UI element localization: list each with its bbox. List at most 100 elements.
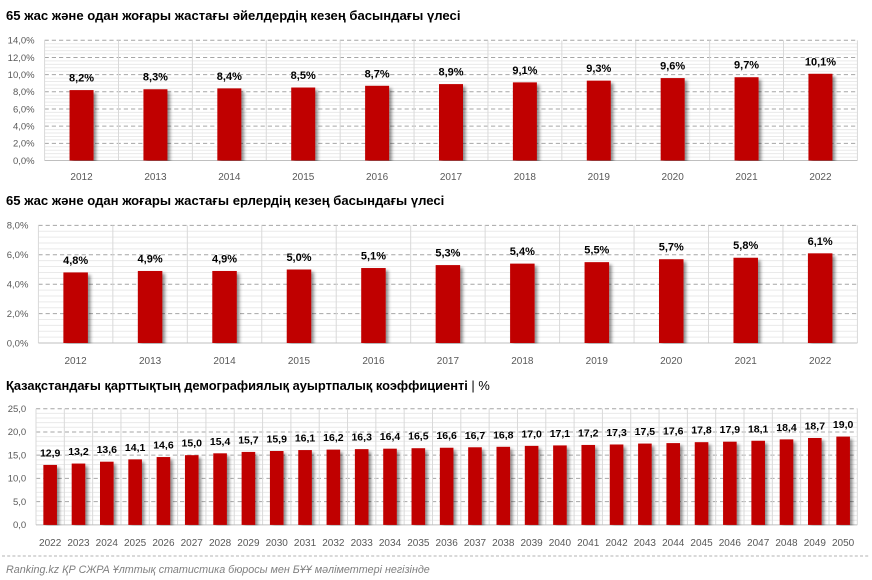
svg-text:25,0: 25,0	[8, 404, 27, 415]
svg-text:2016: 2016	[366, 172, 389, 183]
svg-text:12,9: 12,9	[40, 447, 61, 459]
svg-text:17,5: 17,5	[635, 426, 656, 438]
svg-text:Ranking.kz ҚР СЖРА Ұлттық стат: Ranking.kz ҚР СЖРА Ұлттық статистика бюр…	[6, 564, 430, 576]
svg-text:5,7%: 5,7%	[659, 242, 684, 254]
svg-text:2012: 2012	[65, 356, 88, 367]
svg-text:2046: 2046	[719, 538, 742, 549]
svg-text:2048: 2048	[775, 538, 798, 549]
svg-text:2013: 2013	[139, 356, 162, 367]
svg-text:16,5: 16,5	[408, 431, 429, 443]
svg-text:2042: 2042	[605, 538, 628, 549]
svg-text:5,3%: 5,3%	[435, 248, 460, 260]
svg-text:2013: 2013	[144, 172, 167, 183]
svg-text:15,0: 15,0	[182, 438, 203, 450]
svg-text:2019: 2019	[588, 172, 611, 183]
svg-text:8,2%: 8,2%	[69, 73, 94, 85]
svg-text:Қазақстандағы қарттықтың демог: Қазақстандағы қарттықтың демографиялық а…	[6, 378, 490, 393]
svg-text:14,1: 14,1	[125, 442, 146, 454]
svg-text:5,8%: 5,8%	[733, 240, 758, 252]
svg-text:5,5%: 5,5%	[584, 245, 609, 257]
svg-text:16,3: 16,3	[351, 432, 372, 444]
svg-text:8,0%: 8,0%	[7, 221, 29, 232]
svg-text:15,4: 15,4	[210, 436, 231, 448]
svg-text:17,8: 17,8	[691, 425, 712, 437]
svg-text:2021: 2021	[735, 356, 758, 367]
svg-text:2037: 2037	[464, 538, 487, 549]
svg-text:10,0: 10,0	[8, 474, 27, 485]
svg-text:2018: 2018	[514, 172, 537, 183]
svg-text:2036: 2036	[436, 538, 459, 549]
svg-text:15,9: 15,9	[267, 434, 288, 446]
svg-text:4,0%: 4,0%	[7, 280, 29, 291]
svg-text:2025: 2025	[124, 538, 147, 549]
svg-text:20,0: 20,0	[8, 427, 27, 438]
svg-text:2,0%: 2,0%	[13, 139, 35, 150]
svg-text:14,6: 14,6	[153, 440, 174, 452]
svg-text:16,4: 16,4	[380, 431, 401, 443]
svg-text:2028: 2028	[209, 538, 232, 549]
svg-text:2016: 2016	[362, 356, 385, 367]
svg-text:2014: 2014	[218, 172, 241, 183]
svg-text:15,0: 15,0	[8, 450, 27, 461]
svg-text:16,1: 16,1	[295, 433, 316, 445]
svg-text:17,0: 17,0	[521, 428, 542, 440]
svg-text:2034: 2034	[379, 538, 402, 549]
svg-text:18,4: 18,4	[776, 422, 797, 434]
svg-text:2050: 2050	[832, 538, 855, 549]
svg-text:5,0%: 5,0%	[286, 252, 311, 264]
svg-text:2026: 2026	[152, 538, 175, 549]
svg-text:2019: 2019	[586, 356, 609, 367]
svg-text:65 жас және одан жоғары жастағ: 65 жас және одан жоғары жастағы ерлердің…	[6, 193, 444, 208]
svg-text:2043: 2043	[634, 538, 657, 549]
svg-text:2020: 2020	[660, 356, 683, 367]
svg-text:6,0%: 6,0%	[13, 104, 35, 115]
svg-text:9,6%: 9,6%	[660, 61, 685, 73]
svg-text:2022: 2022	[809, 172, 832, 183]
svg-text:2017: 2017	[437, 356, 460, 367]
svg-text:2022: 2022	[39, 538, 62, 549]
svg-text:8,3%: 8,3%	[143, 72, 168, 84]
svg-text:10,0%: 10,0%	[8, 70, 35, 81]
svg-text:2045: 2045	[690, 538, 713, 549]
svg-text:2018: 2018	[511, 356, 534, 367]
svg-text:2023: 2023	[67, 538, 90, 549]
svg-text:2031: 2031	[294, 538, 317, 549]
svg-text:6,1%: 6,1%	[808, 236, 833, 248]
svg-text:16,2: 16,2	[323, 432, 344, 444]
svg-text:17,9: 17,9	[720, 424, 741, 436]
svg-text:4,9%: 4,9%	[212, 253, 237, 265]
svg-text:4,9%: 4,9%	[138, 253, 163, 265]
svg-text:2022: 2022	[809, 356, 832, 367]
svg-text:2032: 2032	[322, 538, 345, 549]
svg-text:9,3%: 9,3%	[586, 63, 611, 75]
svg-text:5,0: 5,0	[13, 497, 26, 508]
svg-text:5,1%: 5,1%	[361, 251, 386, 263]
svg-text:16,7: 16,7	[465, 430, 486, 442]
svg-text:2030: 2030	[266, 538, 289, 549]
svg-text:9,1%: 9,1%	[512, 65, 537, 77]
svg-text:8,0%: 8,0%	[13, 87, 35, 98]
svg-text:0,0%: 0,0%	[13, 156, 35, 167]
svg-text:9,7%: 9,7%	[734, 60, 759, 72]
svg-text:2027: 2027	[181, 538, 204, 549]
svg-text:2039: 2039	[520, 538, 543, 549]
svg-text:12,0%: 12,0%	[8, 53, 35, 64]
svg-text:2015: 2015	[288, 356, 311, 367]
svg-text:2044: 2044	[662, 538, 685, 549]
svg-text:2012: 2012	[70, 172, 93, 183]
svg-text:13,2: 13,2	[68, 446, 89, 458]
svg-text:13,6: 13,6	[97, 444, 118, 456]
svg-text:5,4%: 5,4%	[510, 246, 535, 258]
svg-text:2017: 2017	[440, 172, 463, 183]
svg-text:2021: 2021	[735, 172, 758, 183]
svg-text:19,0: 19,0	[833, 419, 854, 431]
svg-text:4,8%: 4,8%	[63, 255, 88, 267]
svg-text:2040: 2040	[549, 538, 572, 549]
svg-text:16,8: 16,8	[493, 429, 514, 441]
svg-text:2024: 2024	[96, 538, 119, 549]
svg-text:15,7: 15,7	[238, 434, 259, 446]
svg-text:2015: 2015	[292, 172, 315, 183]
svg-text:17,1: 17,1	[550, 428, 571, 440]
svg-text:18,7: 18,7	[805, 420, 826, 432]
svg-text:0,0%: 0,0%	[7, 338, 29, 349]
